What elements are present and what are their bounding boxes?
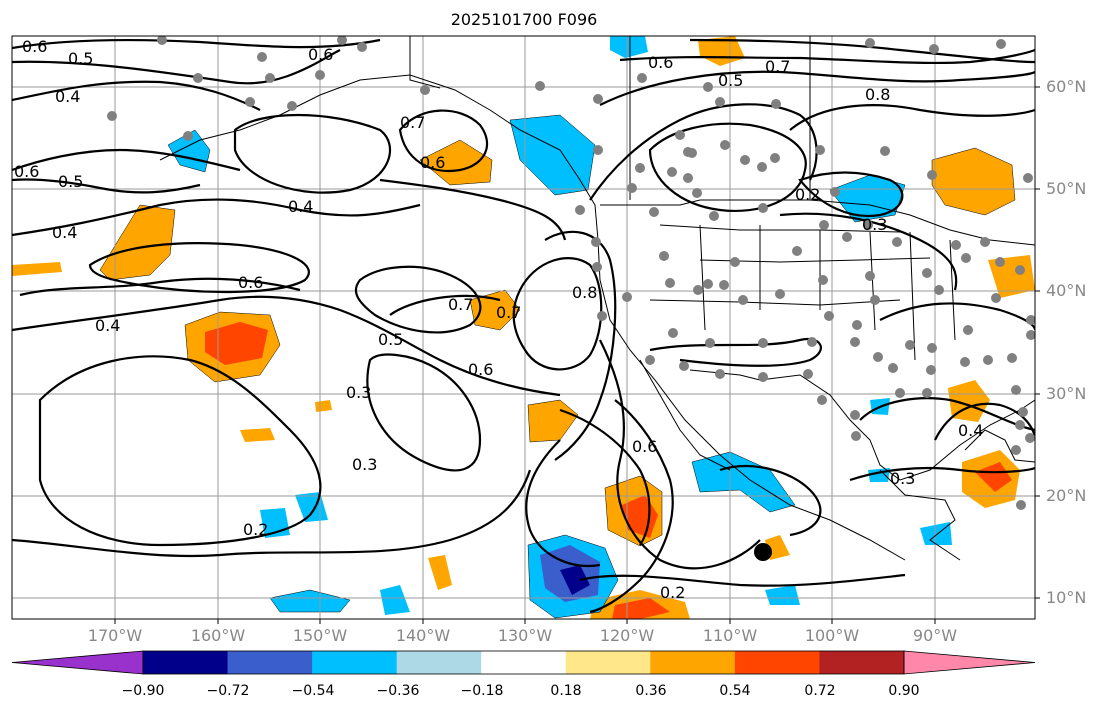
lon-label: 170°W — [87, 626, 143, 645]
contour-label: 0.4 — [55, 87, 80, 106]
lon-label: 150°W — [292, 626, 348, 645]
colorbar-tick: 0.72 — [804, 683, 836, 699]
lat-label: 60°N — [1046, 77, 1087, 96]
contour-label: 0.6 — [308, 45, 333, 64]
axis-ticks — [114, 86, 1040, 624]
colorbar-tick: 0.36 — [635, 683, 667, 699]
contour-label: 0.6 — [238, 273, 263, 292]
lon-label: 90°W — [912, 626, 958, 645]
colorbar-swatch — [650, 651, 736, 674]
colorbar-tick: 0.54 — [719, 683, 751, 699]
contour-label: 0.3 — [862, 215, 887, 234]
contour-label: 0.2 — [795, 185, 820, 204]
lon-label: 140°W — [395, 626, 451, 645]
contour-label: 0.7 — [496, 303, 521, 322]
contour-label: 0.2 — [243, 520, 268, 539]
contour-label: 0.2 — [660, 583, 685, 602]
contour-label: 0.5 — [68, 49, 93, 68]
lat-label: 40°N — [1046, 281, 1087, 300]
contour-label: 0.4 — [288, 197, 313, 216]
colorbar-tick: 0.90 — [888, 683, 920, 699]
contour-label: 0.4 — [95, 316, 120, 335]
lat-label: 50°N — [1046, 179, 1087, 198]
colorbar-tick: −0.90 — [121, 683, 165, 699]
contour-label: 0.6 — [468, 360, 493, 379]
colorbar-swatch — [11, 650, 144, 675]
contour-label: 0.8 — [865, 85, 890, 104]
contour-label: 0.6 — [632, 437, 657, 456]
lon-label: 120°W — [599, 626, 655, 645]
contour-label: 0.6 — [22, 37, 47, 56]
colorbar-tick: −0.36 — [376, 683, 420, 699]
contours — [12, 38, 1035, 614]
colorbar-swatch — [565, 651, 651, 674]
anomaly-shading — [12, 36, 1035, 619]
contour-label: 0.5 — [718, 71, 743, 90]
colorbar-tick: −0.54 — [291, 683, 335, 699]
contour-label: 0.6 — [14, 162, 39, 181]
contour-label: 0.7 — [765, 57, 790, 76]
lon-label: 160°W — [190, 626, 246, 645]
colorbar-tick: −0.18 — [460, 683, 504, 699]
lon-label: 130°W — [497, 626, 553, 645]
contour-label: 0.7 — [400, 113, 425, 132]
colorbar-swatch — [143, 651, 229, 674]
contour-label: 0.6 — [648, 53, 673, 72]
station-dots — [107, 36, 1035, 510]
contour-label: 0.8 — [572, 283, 597, 302]
contour-label: 0.3 — [352, 455, 377, 474]
contour-label: 0.6 — [420, 153, 445, 172]
lat-label: 30°N — [1046, 384, 1087, 403]
lon-label: 110°W — [702, 626, 758, 645]
colorbar-swatch — [481, 651, 567, 674]
contour-label: 0.4 — [958, 421, 983, 440]
contour-labels: 0.6 0.5 0.4 0.6 0.5 0.4 0.4 0.6 0.4 0.7 … — [14, 37, 983, 602]
lat-label: 10°N — [1046, 588, 1087, 607]
contour-label: 0.3 — [346, 383, 371, 402]
colorbar-swatch — [396, 651, 482, 674]
contour-label: 0.3 — [890, 469, 915, 488]
colorbar-tick: −0.72 — [206, 683, 250, 699]
contour-label: 0.5 — [378, 330, 403, 349]
map-title: 2025101700 F096 — [450, 10, 598, 29]
colorbar-swatch — [227, 651, 313, 674]
contour-label: 0.5 — [58, 172, 83, 191]
colorbar-swatch — [903, 650, 1036, 675]
colorbar-swatch — [819, 651, 905, 674]
map-frame — [11, 35, 1036, 620]
contour-label: 0.4 — [52, 223, 77, 242]
colorbar-swatch — [734, 651, 820, 674]
lat-label: 20°N — [1046, 486, 1087, 505]
colorbar — [11, 650, 1036, 675]
colorbar-swatch — [312, 651, 398, 674]
contour-label: 0.7 — [448, 295, 473, 314]
colorbar-tick: 0.18 — [550, 683, 582, 699]
colorbar-outline — [142, 650, 905, 675]
lon-label: 100°W — [804, 626, 860, 645]
storm-marker — [754, 543, 772, 561]
